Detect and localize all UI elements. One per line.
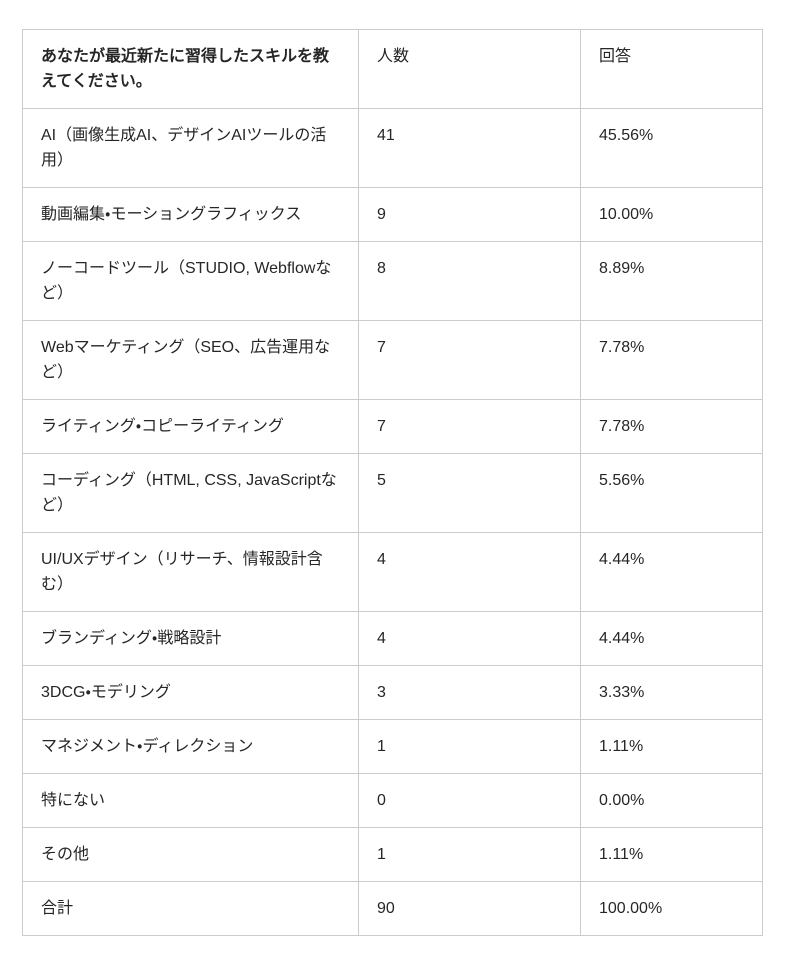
- percent-value: 1.11%: [580, 719, 763, 774]
- skill-label: ノーコードツール（STUDIO, Webflowなど）: [22, 241, 359, 321]
- percent-value: 8.89%: [580, 241, 763, 321]
- table-row: 動画編集・モーショングラフィックス 9 10.00%: [22, 187, 763, 242]
- skill-label: コーディング（HTML, CSS, JavaScriptなど）: [22, 453, 359, 533]
- count-value: 5: [358, 453, 581, 533]
- count-value: 1: [358, 719, 581, 774]
- count-value: 41: [358, 108, 581, 188]
- table-row: マネジメント・ディレクション 1 1.11%: [22, 719, 763, 774]
- skill-label: AI（画像生成AI、デザインAIツールの活用）: [22, 108, 359, 188]
- total-label: 合計: [22, 881, 359, 936]
- count-value: 0: [358, 773, 581, 828]
- count-value: 8: [358, 241, 581, 321]
- table-row: ノーコードツール（STUDIO, Webflowなど） 8 8.89%: [22, 241, 763, 321]
- question-header-cell: あなたが最近新たに習得したスキルを教えてください。: [22, 29, 359, 109]
- percent-value: 7.78%: [580, 320, 763, 400]
- table-row: 3DCG・モデリング 3 3.33%: [22, 665, 763, 720]
- count-value: 9: [358, 187, 581, 242]
- table-row: ライティング・コピーライティング 7 7.78%: [22, 399, 763, 454]
- table-header-row: あなたが最近新たに習得したスキルを教えてください。 人数 回答: [22, 29, 763, 109]
- skill-label: ブランディング・戦略設計: [22, 611, 359, 666]
- skill-label: 動画編集・モーショングラフィックス: [22, 187, 359, 242]
- percent-value: 45.56%: [580, 108, 763, 188]
- skill-label: ライティング・コピーライティング: [22, 399, 359, 454]
- percent-value: 10.00%: [580, 187, 763, 242]
- count-value: 7: [358, 320, 581, 400]
- total-count-value: 90: [358, 881, 581, 936]
- table-row total-row: 合計 90 100.00%: [22, 881, 763, 936]
- percent-value: 3.33%: [580, 665, 763, 720]
- percent-value: 1.11%: [580, 827, 763, 882]
- table-row: 特にない 0 0.00%: [22, 773, 763, 828]
- percent-value: 0.00%: [580, 773, 763, 828]
- count-value: 4: [358, 532, 581, 612]
- answer-header-cell: 回答: [580, 29, 763, 109]
- table-row: Webマーケティング（SEO、広告運用など） 7 7.78%: [22, 320, 763, 400]
- total-percent-value: 100.00%: [580, 881, 763, 936]
- skill-label: マネジメント・ディレクション: [22, 719, 359, 774]
- skill-label: その他: [22, 827, 359, 882]
- count-value: 3: [358, 665, 581, 720]
- skill-label: 3DCG・モデリング: [22, 665, 359, 720]
- survey-results-table: あなたが最近新たに習得したスキルを教えてください。 人数 回答 AI（画像生成A…: [22, 29, 763, 936]
- percent-value: 7.78%: [580, 399, 763, 454]
- skill-label: Webマーケティング（SEO、広告運用など）: [22, 320, 359, 400]
- count-header-cell: 人数: [358, 29, 581, 109]
- count-value: 4: [358, 611, 581, 666]
- table-row: UI/UXデザイン（リサーチ、情報設計含む） 4 4.44%: [22, 532, 763, 612]
- table-row: コーディング（HTML, CSS, JavaScriptなど） 5 5.56%: [22, 453, 763, 533]
- percent-value: 5.56%: [580, 453, 763, 533]
- count-value: 7: [358, 399, 581, 454]
- skill-label: UI/UXデザイン（リサーチ、情報設計含む）: [22, 532, 359, 612]
- table-row: AI（画像生成AI、デザインAIツールの活用） 41 45.56%: [22, 108, 763, 188]
- percent-value: 4.44%: [580, 532, 763, 612]
- table-row: ブランディング・戦略設計 4 4.44%: [22, 611, 763, 666]
- percent-value: 4.44%: [580, 611, 763, 666]
- count-value: 1: [358, 827, 581, 882]
- skill-label: 特にない: [22, 773, 359, 828]
- table-row: その他 1 1.11%: [22, 827, 763, 882]
